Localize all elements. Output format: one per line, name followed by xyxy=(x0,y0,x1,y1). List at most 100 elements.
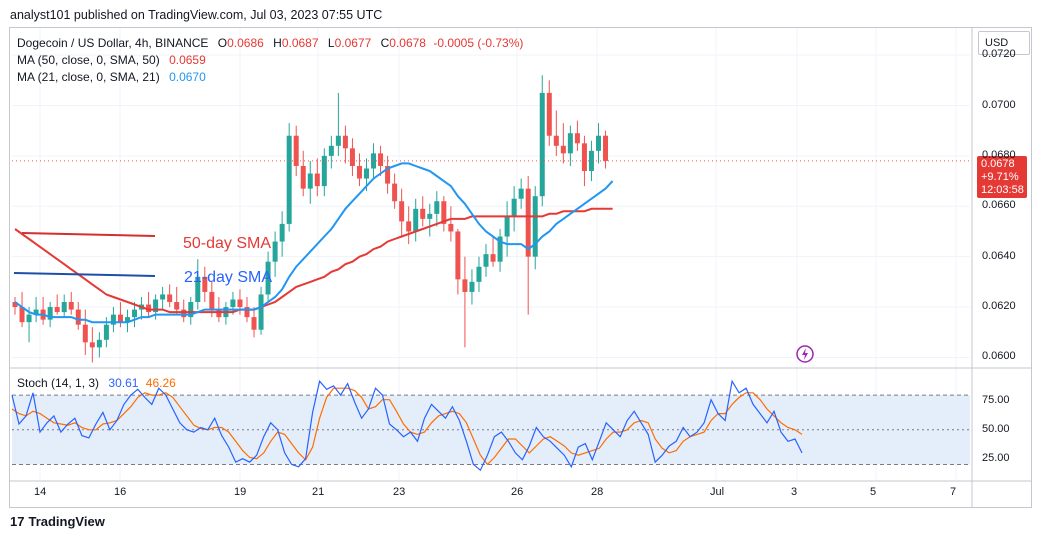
candle xyxy=(300,150,306,197)
sma50-annotation: 50-day SMA xyxy=(183,235,272,252)
candle xyxy=(399,188,405,237)
open-value: 0.0686 xyxy=(227,36,264,50)
candle-body xyxy=(574,133,580,144)
candle xyxy=(441,196,447,232)
stoch-tick-label: 25.00 xyxy=(982,451,1010,464)
last-price-tag: 0.0678 +9.71% 12:03:58 xyxy=(977,156,1027,198)
candle-body xyxy=(420,208,426,219)
candle-body xyxy=(251,317,257,330)
candle xyxy=(413,198,419,242)
candle-body xyxy=(427,213,433,219)
time-tick-label: 14 xyxy=(34,486,47,498)
candle-body xyxy=(581,143,587,172)
last-price: 0.0678 xyxy=(981,158,1015,170)
stoch-k-line xyxy=(11,379,803,472)
candle xyxy=(314,158,320,197)
candle-body xyxy=(188,302,194,318)
sma50-annotation-line xyxy=(21,232,156,237)
candle-body xyxy=(356,165,362,179)
candle xyxy=(279,211,285,257)
close-value: 0.0678 xyxy=(389,36,426,50)
high-label: H xyxy=(273,36,282,50)
candle-body xyxy=(399,201,405,222)
time-tick-label: 16 xyxy=(114,486,127,498)
sma21-annotation-line xyxy=(13,272,156,277)
candle-body xyxy=(434,201,440,214)
candle-body xyxy=(181,309,187,318)
candle-body xyxy=(117,314,123,323)
price-tick-label: 0.0660 xyxy=(982,199,1016,212)
candle xyxy=(356,153,362,187)
candle-body xyxy=(511,198,517,217)
candle xyxy=(132,302,138,328)
candle-body xyxy=(167,294,173,303)
ma50-legend: MA (50, close, 0, SMA, 50) 0.0659 xyxy=(17,53,206,67)
tradingview-brand[interactable]: 17 TradingView xyxy=(10,514,105,529)
candle-body xyxy=(293,135,299,166)
candle-body xyxy=(26,314,32,323)
candle-body xyxy=(47,307,53,320)
candle-body xyxy=(307,173,313,189)
candle-body xyxy=(364,168,369,179)
candle xyxy=(588,140,594,182)
candle xyxy=(251,307,257,338)
candle xyxy=(525,176,531,315)
price-tick-label: 0.0620 xyxy=(982,300,1016,313)
chart-frame[interactable] xyxy=(9,27,1032,508)
candle xyxy=(385,155,391,194)
candle-body xyxy=(406,221,412,232)
sma50-line xyxy=(14,207,613,314)
candle-body xyxy=(68,302,74,310)
candle-body xyxy=(539,92,545,197)
axes xyxy=(796,345,814,363)
currency-button[interactable]: USD xyxy=(978,31,1030,55)
candle xyxy=(406,206,412,245)
candle xyxy=(595,123,601,164)
candle xyxy=(96,332,102,358)
candle-body xyxy=(54,307,60,313)
bar-countdown: 12:03:58 xyxy=(981,184,1024,196)
candle xyxy=(146,291,152,318)
candle-body xyxy=(258,294,264,330)
candle-body xyxy=(124,317,130,323)
candle-body xyxy=(448,223,454,232)
candle-body xyxy=(96,339,102,348)
ma50-label: MA (50, close, 0, SMA, 50) xyxy=(17,53,160,67)
candle xyxy=(335,92,341,156)
candle xyxy=(321,148,327,197)
candle-body xyxy=(455,231,461,280)
sma21-line xyxy=(14,162,614,324)
candle xyxy=(265,251,271,303)
candlesticks xyxy=(12,75,970,363)
candle-body xyxy=(335,135,341,146)
candle-body xyxy=(603,135,609,161)
candle xyxy=(82,309,88,355)
candle xyxy=(89,327,95,363)
candle xyxy=(567,125,573,166)
candle xyxy=(195,259,201,310)
candle-body xyxy=(385,165,391,184)
candle-body xyxy=(286,135,292,224)
candle-body xyxy=(371,153,377,169)
change-value: -0.0005 (-0.73%) xyxy=(433,36,524,50)
candle xyxy=(307,160,313,204)
candle-body xyxy=(342,135,348,149)
ma21-label: MA (21, close, 0, SMA, 21) xyxy=(17,70,160,84)
stochastic-pane xyxy=(11,379,970,472)
candle xyxy=(497,228,503,272)
candle xyxy=(462,256,468,348)
candle-body xyxy=(19,307,25,323)
candle xyxy=(546,80,552,146)
time-tick-label: 21 xyxy=(312,486,325,498)
symbol-name: Dogecoin / US Dollar, 4h, BINANCE xyxy=(17,36,209,50)
candle xyxy=(167,284,173,308)
time-tick-label: 28 xyxy=(591,486,604,498)
candle-body xyxy=(230,299,236,308)
candle-body xyxy=(490,254,496,262)
candle xyxy=(371,143,377,179)
candle-body xyxy=(518,188,524,199)
price-tick-label: 0.0600 xyxy=(982,350,1016,363)
candle xyxy=(293,125,299,177)
candle-body xyxy=(588,150,594,172)
